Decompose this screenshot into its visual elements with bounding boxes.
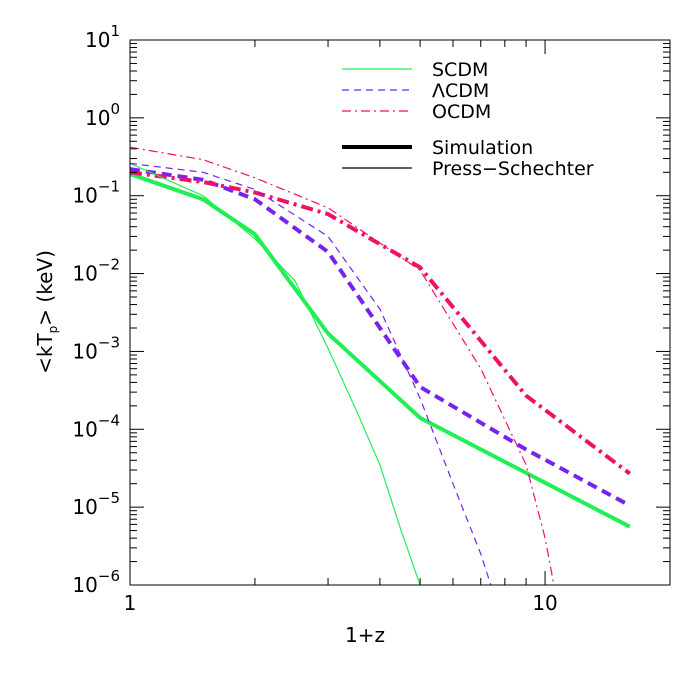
x-tick-label: 10 [532,591,557,615]
ticks-layer [129,39,671,586]
y-axis-title: <kTp> (keV) [33,250,60,374]
y-tick-label: 100 [85,100,120,130]
y-tick-label: 10−3 [72,333,120,363]
series-ocdm-simulation [130,170,632,476]
x-axis-title: 1+z [345,623,385,647]
y-tick-label: 10−2 [72,256,120,286]
series-scdm-press-schechter [130,162,421,585]
plot-frame [129,39,671,586]
y-tick-label: 10−6 [72,567,120,597]
labels-layer: 10−6 10−5 10−4 10−3 10−2 10−1 100 101 1 10 [72,22,557,615]
series-ocdm-press-schechter [130,146,555,585]
legend-label: SCDM [432,59,488,81]
y-tick-label: 10−1 [72,178,120,208]
y-tick-label: 10−5 [72,489,120,519]
legend-label: OCDM [432,101,491,123]
legend-label: ΛCDM [432,80,489,102]
series-scdm-simulation [130,172,631,529]
y-tick-label: 101 [85,22,120,52]
legend-label: Press−Schechter [432,158,594,180]
series-layer [130,146,632,585]
y-tick-label: 10−4 [72,411,120,441]
x-tick-label: 1 [124,591,137,615]
series-lcdm-simulation [130,167,631,508]
series-lcdm-press-schechter [130,162,492,585]
legend-label: Simulation [432,137,533,159]
